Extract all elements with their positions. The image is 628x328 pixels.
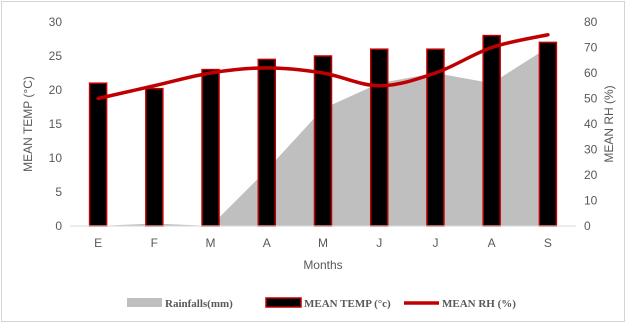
y-right-tick-label: 30: [584, 143, 598, 157]
x-tick-label: A: [488, 236, 496, 250]
x-tick-label: F: [151, 236, 158, 250]
y-left-tick-label: 0: [55, 219, 62, 233]
y-left-tick-label: 15: [49, 117, 63, 131]
y-right-tick-label: 60: [584, 66, 598, 80]
legend-swatch-rainfall: [127, 298, 162, 307]
y-axis-right-label: MEAN RH (%): [602, 85, 616, 162]
temp-bar: [145, 87, 164, 227]
x-tick-label: A: [263, 236, 271, 250]
legend-label-rainfall: Rainfalls(mm): [165, 298, 233, 310]
x-tick-label: J: [376, 236, 382, 250]
y-left-tick-label: 20: [49, 83, 63, 97]
y-right-tick-label: 50: [584, 92, 598, 106]
y-right-tick-label: 40: [584, 117, 598, 131]
temp-bar: [538, 41, 558, 227]
y-left-tick-label: 10: [49, 151, 63, 165]
x-tick-label: M: [318, 236, 328, 250]
legend-swatch-temp: [265, 297, 302, 308]
y-right-tick-label: 10: [584, 194, 598, 208]
temp-bar: [369, 48, 389, 227]
chart-frame: 0 5 10 15 20 25 30 0 10 20 30 40 50 60 70 80 E F M A M J J A S…: [1, 1, 625, 322]
temp-bar: [482, 34, 501, 227]
y-right-tick-label: 80: [584, 15, 598, 29]
x-tick-label: E: [94, 236, 102, 250]
temp-bar: [201, 68, 220, 227]
temp-bar: [313, 55, 333, 227]
y-left-tick-label: 5: [55, 185, 62, 199]
x-tick-label: S: [544, 236, 552, 250]
x-tick-label: M: [206, 236, 216, 250]
rh-line: [96, 33, 550, 101]
legend-label-rh: MEAN RH (%): [442, 298, 516, 310]
legend: Rainfalls(mm) MEAN TEMP (°c) MEAN RH (%): [127, 297, 516, 310]
y-right-tick-label: 20: [584, 168, 598, 182]
legend-label-temp: MEAN TEMP (°c): [304, 298, 391, 310]
x-tick-label: J: [432, 236, 438, 250]
combo-chart: 0 5 10 15 20 25 30 0 10 20 30 40 50 60 70 80 E F M A M J J A S…: [21, 15, 616, 310]
temp-bar: [257, 58, 277, 227]
x-axis-label: Months: [303, 258, 342, 272]
temp-bar: [88, 82, 108, 227]
y-axis-left-label: MEAN TEMP (°C): [21, 76, 35, 172]
y-left-tick-label: 30: [49, 15, 63, 29]
y-left-tick-label: 25: [49, 49, 63, 63]
y-right-tick-label: 0: [584, 219, 591, 233]
y-right-tick-label: 70: [584, 41, 598, 55]
